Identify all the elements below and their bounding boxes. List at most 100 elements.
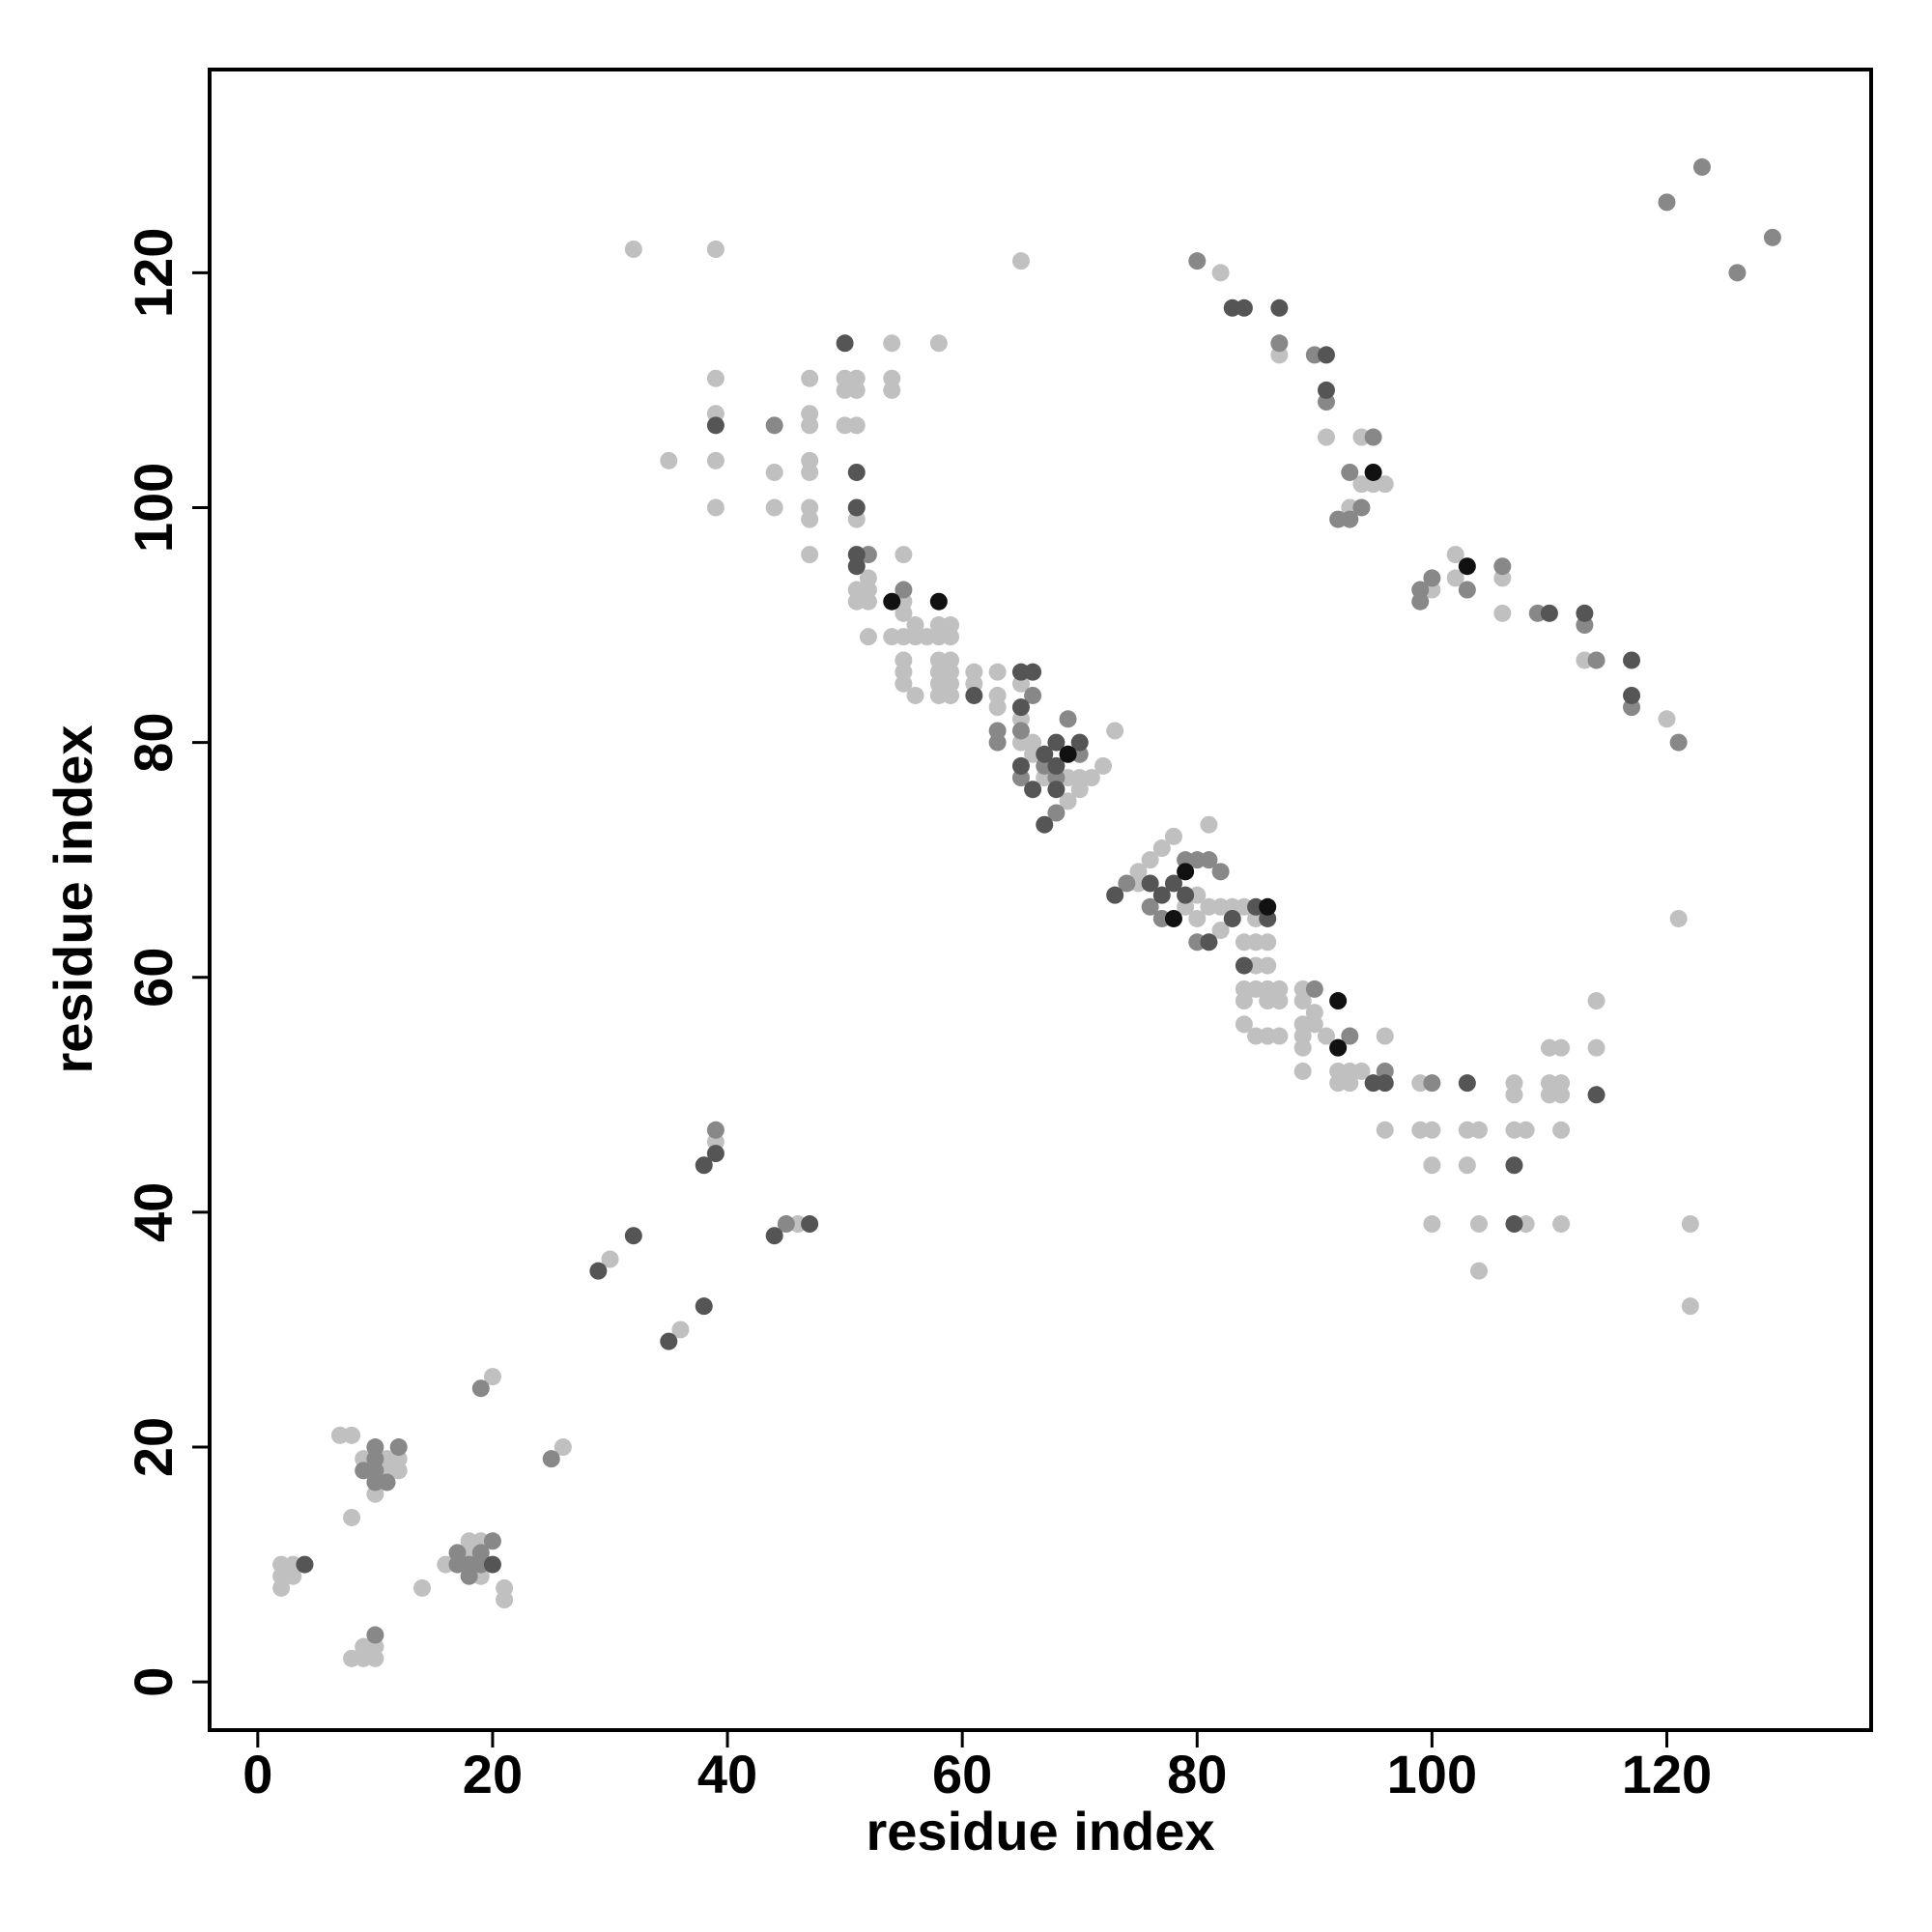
data-point [1552,1121,1571,1139]
data-point [366,1626,384,1644]
data-point [1587,651,1605,669]
data-point [1305,980,1323,998]
data-point [1047,804,1065,822]
data-point [1094,756,1113,775]
data-point [1329,1038,1348,1057]
data-point [1106,722,1124,740]
data-point [1552,1215,1571,1234]
data-point [895,604,913,622]
data-point [1423,1074,1441,1093]
data-point [1669,733,1688,752]
y-axis-title: residue index [43,724,103,1073]
data-point [906,686,924,704]
data-point [1011,722,1030,740]
data-point [1141,897,1159,916]
data-point [1458,1074,1476,1093]
data-point [1376,1074,1394,1093]
data-point [378,1473,396,1492]
data-point [1047,781,1065,799]
data-point [1576,604,1594,622]
data-point [1047,733,1065,752]
data-point [1493,604,1512,622]
data-point [1458,557,1476,576]
data-point [1011,698,1030,717]
y-tick-label: 20 [123,1417,184,1477]
data-point [965,686,983,704]
y-tick-label: 100 [123,463,184,553]
data-point [1458,1156,1476,1175]
y-tick-label: 60 [123,948,184,1008]
data-point [1681,1297,1699,1316]
data-point [1341,1027,1359,1045]
data-point [1341,510,1359,528]
data-point [1235,992,1253,1010]
x-tick-label: 60 [932,1744,992,1804]
data-point [1763,228,1781,246]
data-point [801,1215,819,1234]
x-tick-label: 0 [242,1744,272,1804]
data-point [1317,1027,1335,1045]
data-point [483,1555,501,1574]
data-point [695,1297,713,1316]
data-point [1270,1027,1289,1045]
data-point [1259,956,1277,975]
y-tick-label: 0 [123,1667,184,1697]
data-point [1293,1038,1312,1057]
data-point [1270,298,1289,317]
data-point [1552,1038,1571,1057]
data-point [343,1508,361,1526]
data-point [1352,498,1371,517]
data-point [1376,1121,1394,1139]
data-point [471,1544,490,1562]
data-point [706,241,724,259]
data-point [1364,428,1382,446]
x-tick-label: 120 [1622,1744,1712,1804]
data-point [1177,886,1195,904]
data-point [1200,851,1218,869]
data-point [1070,781,1089,799]
data-point [1270,992,1289,1010]
data-point [1505,1086,1523,1104]
data-point [801,546,819,564]
data-point [1341,463,1359,481]
data-point [1329,992,1348,1010]
data-point [1188,252,1207,270]
data-point [343,1426,361,1444]
data-point [1376,1027,1394,1045]
data-point [988,698,1007,717]
data-point [1658,710,1676,728]
data-point [1458,581,1476,599]
data-point [1177,863,1195,881]
data-point [1164,874,1182,893]
data-point [895,674,913,693]
data-point [1164,909,1182,927]
data-point [1235,1015,1253,1034]
data-point [542,1450,560,1468]
data-point [1352,1062,1371,1080]
data-point [883,381,901,399]
data-point [706,416,724,435]
data-point [1047,756,1065,775]
x-tick-label: 80 [1167,1744,1227,1804]
data-point [389,1438,408,1457]
data-point [1317,381,1335,399]
data-point [1552,1086,1571,1104]
data-point [1423,569,1441,587]
data-point [660,1332,678,1350]
data-point [895,546,913,564]
data-point [1587,992,1605,1010]
data-point [942,628,960,646]
data-point [706,369,724,387]
plot-frame [208,68,1873,1732]
data-point [1411,592,1430,611]
x-tick-label: 40 [697,1744,757,1804]
data-point [1141,851,1159,869]
data-point [1446,569,1464,587]
data-point [1364,463,1382,481]
data-point [1505,1215,1523,1234]
data-point [660,451,678,469]
data-point [1200,933,1218,952]
data-point [1011,756,1030,775]
data-point [1070,733,1089,752]
